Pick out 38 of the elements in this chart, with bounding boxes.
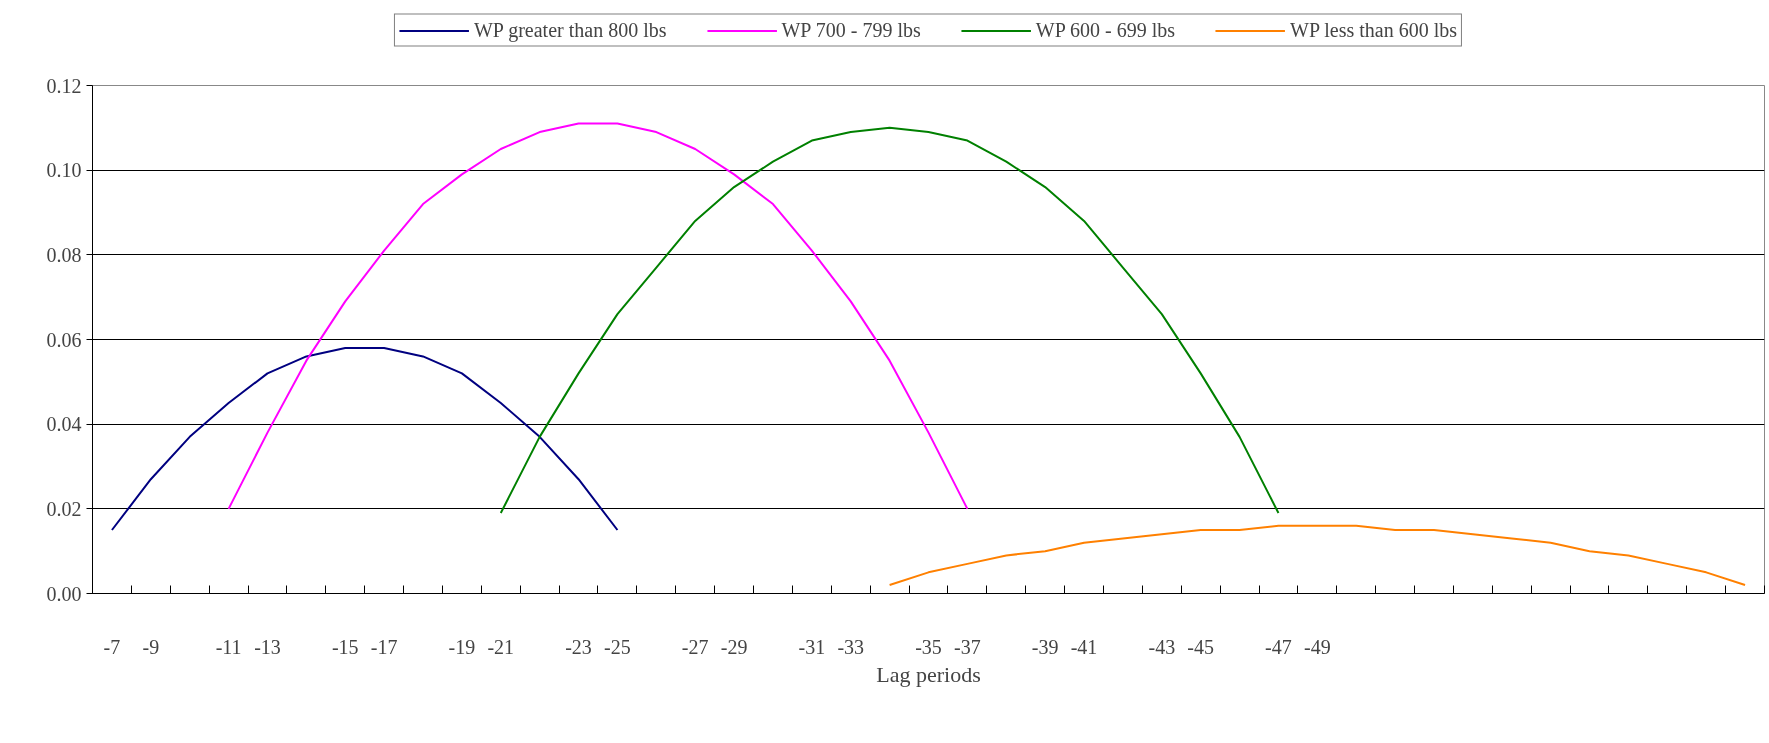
- x-tick-label: -21: [487, 635, 515, 658]
- legend-label: WP less than 600 lbs: [1290, 18, 1458, 42]
- y-tick-label: 0.10: [46, 159, 82, 182]
- x-tick-label: -33: [837, 635, 865, 658]
- legend-label: WP greater than 800 lbs: [473, 18, 667, 42]
- y-tick-label: 0.12: [46, 74, 82, 97]
- x-axis-title: Lag periods: [876, 661, 981, 687]
- y-tick-label: 0.08: [46, 243, 82, 266]
- x-tick-label: -43: [1148, 635, 1176, 658]
- line-series: [499, 126, 1280, 515]
- x-tick-label: -47: [1265, 635, 1292, 658]
- x-tick-label: -11: [215, 635, 242, 658]
- x-tick-label: -17: [370, 635, 398, 658]
- x-tick-label: -27: [681, 635, 709, 658]
- x-tick-label: -37: [954, 635, 981, 658]
- x-tick-label: -23: [565, 635, 592, 658]
- x-tick-label: -39: [1031, 635, 1059, 658]
- y-tick-label: 0.06: [46, 328, 82, 351]
- x-tick-label: -13: [254, 635, 281, 658]
- y-tick-label: 0.02: [46, 497, 82, 520]
- x-tick-label: -25: [604, 635, 631, 658]
- y-tick-label: 0.04: [46, 413, 82, 436]
- legend-label: WP 600 - 699 lbs: [1035, 18, 1176, 42]
- line-series: [888, 524, 1747, 587]
- x-tick-label: -7: [103, 635, 121, 658]
- x-tick-label: -31: [798, 635, 826, 658]
- legend-label: WP 700 - 799 lbs: [781, 18, 921, 42]
- x-tick-label: -49: [1304, 635, 1331, 658]
- x-tick-label: -35: [915, 635, 942, 658]
- x-tick-label: -9: [142, 635, 160, 658]
- y-tick-label: 0.00: [46, 582, 82, 605]
- x-tick-label: -41: [1070, 635, 1098, 658]
- x-tick-label: -15: [331, 635, 359, 658]
- line-series: [227, 122, 969, 510]
- x-tick-label: -29: [720, 635, 748, 658]
- x-tick-label: -19: [448, 635, 476, 658]
- x-tick-label: -45: [1187, 635, 1215, 658]
- line-series: [110, 346, 619, 531]
